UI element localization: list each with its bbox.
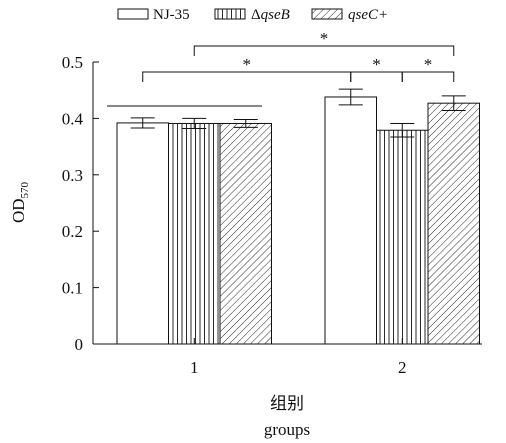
bar-group1-series3 bbox=[219, 122, 272, 345]
y-axis-label-main: OD bbox=[9, 198, 28, 223]
bars bbox=[116, 96, 480, 345]
legend-item-nj35: NJ-35 bbox=[117, 7, 190, 23]
x-axis: 1 2 组别 groups bbox=[93, 338, 482, 439]
legend-label-qsec: qseC+ bbox=[348, 7, 388, 23]
legend: NJ-35 ΔqseB qseC+ bbox=[117, 7, 388, 23]
y-ticks: 0 0.1 0.2 0.3 0.4 0.5 bbox=[62, 53, 99, 354]
bar-group1-series2 bbox=[168, 122, 221, 345]
significance-label-1: * bbox=[243, 55, 252, 74]
significance-label-3: * bbox=[424, 55, 433, 74]
x-axis-label-zh: 组别 bbox=[270, 394, 304, 413]
legend-swatch-qseb bbox=[214, 8, 246, 20]
y-tick-label-3: 0.3 bbox=[62, 166, 83, 185]
y-tick-label-1: 0.1 bbox=[62, 279, 83, 298]
bar-group2-series3 bbox=[427, 102, 480, 345]
legend-prefix-qseb: Δ bbox=[251, 7, 261, 23]
bar-group2-series1 bbox=[324, 96, 377, 345]
legend-swatch-nj35 bbox=[117, 8, 149, 20]
y-tick-label-4: 0.4 bbox=[62, 109, 84, 128]
legend-item-qsec: qseC+ bbox=[311, 7, 388, 23]
y-axis: 0 0.1 0.2 0.3 0.4 0.5 OD570 bbox=[9, 53, 99, 354]
significance-brackets: * * * * bbox=[142, 29, 455, 82]
x-tick-label-1: 2 bbox=[398, 358, 407, 377]
significance-bracket-4 bbox=[193, 45, 455, 56]
y-axis-label-sub: 570 bbox=[19, 181, 31, 198]
legend-item-qseb: ΔqseB bbox=[214, 7, 290, 23]
significance-label-2: * bbox=[372, 55, 381, 74]
y-tick-label-2: 0.2 bbox=[62, 222, 83, 241]
x-axis-label-en: groups bbox=[264, 420, 310, 439]
legend-label-nj35: NJ-35 bbox=[153, 7, 190, 23]
bar-group1-series1 bbox=[116, 122, 169, 345]
x-tick-label-0: 1 bbox=[190, 358, 199, 377]
legend-name-qseb: qseB bbox=[261, 7, 290, 23]
y-tick-label-5: 0.5 bbox=[62, 53, 83, 72]
legend-label-qseb: ΔqseB bbox=[251, 7, 290, 23]
significance-bracket-3 bbox=[401, 71, 455, 82]
bar-group2-series2 bbox=[376, 129, 429, 345]
error-bars bbox=[130, 88, 466, 138]
legend-swatch-qsec bbox=[311, 8, 343, 20]
significance-label-4: * bbox=[320, 29, 329, 48]
y-tick-label-0: 0 bbox=[75, 335, 84, 354]
y-axis-label: OD570 bbox=[9, 181, 31, 223]
